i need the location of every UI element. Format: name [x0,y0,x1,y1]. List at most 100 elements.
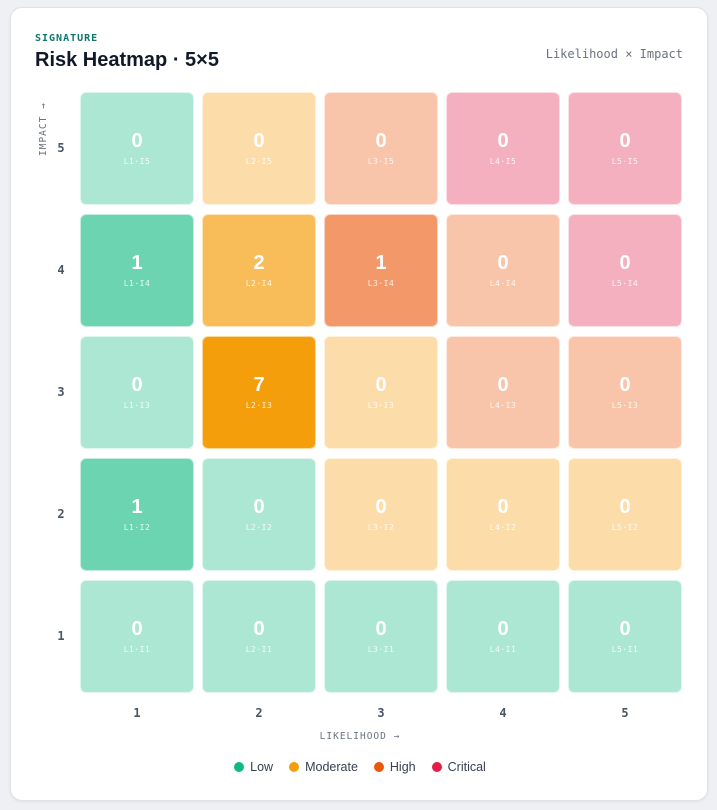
chart-title: Risk Heatmap · 5×5 [35,49,219,71]
cell-code: L2·I2 [245,523,273,532]
cell-code: L5·I2 [611,523,639,532]
heatmap-cell[interactable]: 1 L1·I4 [80,214,194,327]
cell-count: 0 [253,496,265,518]
heatmap-cell[interactable]: 0 L4·I3 [446,336,560,449]
y-tick-label: 2 [57,506,65,521]
y-tick-label: 3 [57,384,65,399]
legend-item: Moderate [289,760,358,774]
cell-code: L1·I4 [123,279,151,288]
cell-count: 0 [375,618,387,640]
legend: Low Moderate High Critical [11,760,709,774]
heatmap-cell[interactable]: 0 L2·I5 [202,92,316,205]
x-axis-label: LIKELIHOOD → [319,731,401,742]
cell-count: 0 [619,618,631,640]
cell-count: 1 [131,496,143,518]
cell-code: L4·I5 [489,157,517,166]
x-tick-label: 1 [133,706,141,720]
cell-count: 0 [375,130,387,152]
cell-count: 0 [253,618,265,640]
cell-count: 0 [497,618,509,640]
cell-count: 0 [497,252,509,274]
cell-code: L3·I1 [367,645,395,654]
x-tick-label: 4 [499,706,507,720]
heatmap-cell[interactable]: 0 L3·I2 [324,458,438,571]
legend-dot-icon [234,762,245,772]
cell-code: L2·I4 [245,279,273,288]
risk-heatmap-card: SIGNATURE Risk Heatmap · 5×5 Likelihood … [10,7,708,801]
legend-label: Moderate [305,760,358,774]
heatmap-cell[interactable]: 7 L2·I3 [202,336,316,449]
legend-dot-icon [431,762,442,772]
cell-code: L2·I5 [245,157,273,166]
heatmap-cell[interactable]: 0 L3·I1 [324,580,438,693]
legend-item: Low [234,760,273,774]
heatmap-cell[interactable]: 0 L5·I5 [568,92,682,205]
cell-code: L4·I2 [489,523,517,532]
y-tick-label: 5 [57,140,65,155]
cell-count: 0 [497,374,509,396]
heatmap-cell[interactable]: 0 L5·I4 [568,214,682,327]
heatmap-cell[interactable]: 0 L1·I1 [80,580,194,693]
cell-code: L4·I3 [489,401,517,410]
heatmap-cell[interactable]: 0 L3·I3 [324,336,438,449]
heatmap-cell[interactable]: 0 L3·I5 [324,92,438,205]
cell-count: 0 [375,374,387,396]
cell-code: L4·I4 [489,279,517,288]
legend-dot-icon [373,762,384,772]
cell-count: 0 [131,618,143,640]
cell-count: 0 [619,496,631,518]
cell-count: 0 [497,496,509,518]
cell-count: 0 [375,496,387,518]
heatmap-cell[interactable]: 0 L4·I2 [446,458,560,571]
cell-code: L1·I3 [123,401,151,410]
cell-count: 7 [253,374,265,396]
legend-item: Critical [431,760,486,774]
cell-count: 0 [619,252,631,274]
heatmap-cell[interactable]: 0 L1·I5 [80,92,194,205]
legend-label: High [389,760,416,774]
formula-label: Likelihood × Impact [545,47,683,61]
cell-count: 0 [497,130,509,152]
legend-label: Low [250,760,274,774]
cell-count: 0 [253,130,265,152]
heatmap-cell[interactable]: 0 L5·I3 [568,336,682,449]
x-tick-label: 3 [377,706,385,720]
cell-code: L2·I3 [245,401,273,410]
legend-label: Critical [447,760,486,774]
cell-code: L3·I5 [367,157,395,166]
cell-count: 0 [131,130,143,152]
cell-count: 1 [375,252,387,274]
cell-code: L1·I5 [123,157,151,166]
x-tick-label: 2 [255,706,263,720]
cell-count: 1 [131,252,143,274]
cell-code: L1·I1 [123,645,151,654]
cell-count: 0 [619,130,631,152]
cell-code: L5·I5 [611,157,639,166]
cell-code: L2·I1 [245,645,273,654]
heatmap-cell[interactable]: 2 L2·I4 [202,214,316,327]
heatmap-cell[interactable]: 0 L2·I2 [202,458,316,571]
heatmap-cell[interactable]: 1 L1·I2 [80,458,194,571]
y-tick-label: 4 [57,262,65,277]
cell-code: L5·I4 [611,279,639,288]
y-tick-label: 1 [57,628,65,643]
heatmap-cell[interactable]: 0 L4·I4 [446,214,560,327]
heatmap-cell[interactable]: 0 L4·I1 [446,580,560,693]
y-axis-label: IMPACT → [38,102,49,156]
heatmap-cell[interactable]: 0 L2·I1 [202,580,316,693]
legend-item: High [373,760,416,774]
cell-code: L3·I2 [367,523,395,532]
heatmap-cell[interactable]: 1 L3·I4 [324,214,438,327]
legend-dot-icon [289,762,300,772]
cell-code: L3·I4 [367,279,395,288]
heatmap-cell[interactable]: 0 L1·I3 [80,336,194,449]
heatmap-cell[interactable]: 0 L5·I2 [568,458,682,571]
heatmap-cell[interactable]: 0 L5·I1 [568,580,682,693]
heatmap-cell[interactable]: 0 L4·I5 [446,92,560,205]
cell-code: L5·I1 [611,645,639,654]
cell-code: L4·I1 [489,645,517,654]
x-tick-label: 5 [621,706,629,720]
cell-code: L3·I3 [367,401,395,410]
cell-count: 2 [253,252,265,274]
eyebrow-label: SIGNATURE [35,33,99,44]
